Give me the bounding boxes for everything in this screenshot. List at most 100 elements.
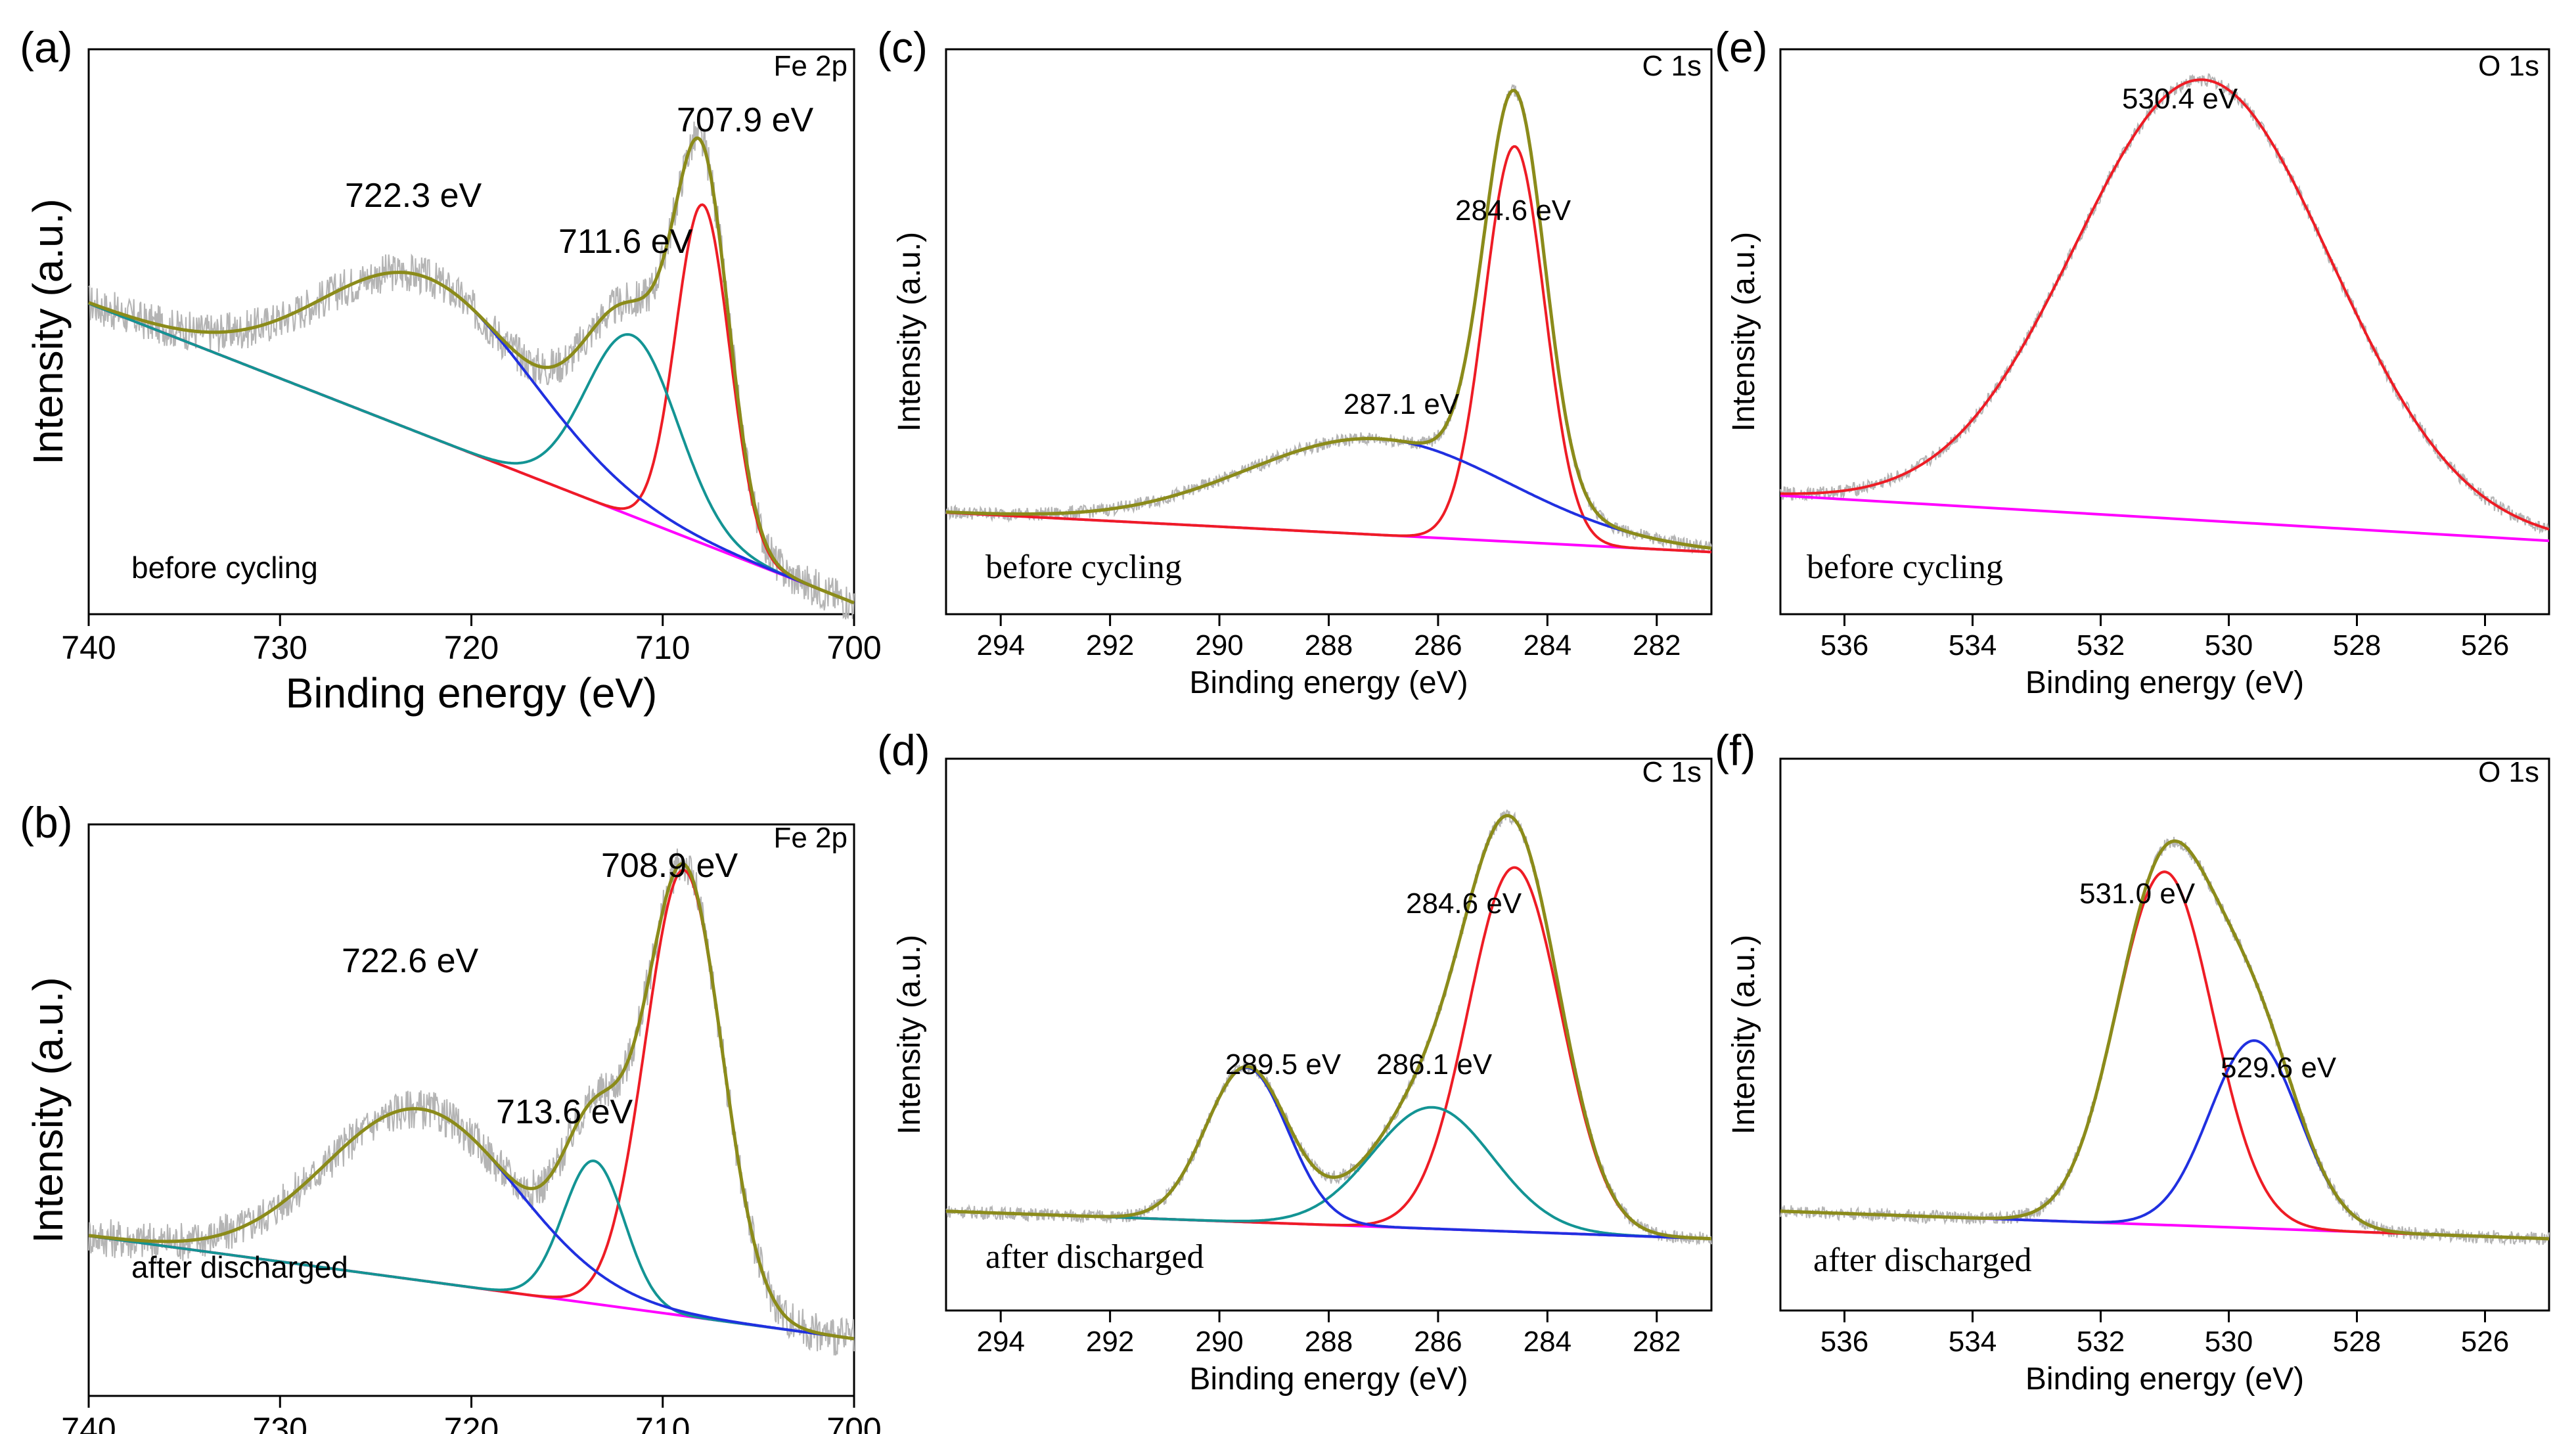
peak-annotation: 711.6 eV <box>558 223 693 261</box>
panel-label: (f) <box>1715 726 1755 774</box>
fit-envelope <box>88 136 855 605</box>
peak-annotation: 529.6 eV <box>2221 1052 2337 1084</box>
x-tick-label: 292 <box>1086 629 1134 661</box>
x-tick-label: 740 <box>61 629 116 666</box>
y-axis-label: Intensity (a.u.) <box>1727 935 1761 1134</box>
peak-annotation: 284.6 eV <box>1406 887 1522 920</box>
raw-spectrum <box>945 809 1712 1245</box>
x-tick-label: 720 <box>444 629 499 666</box>
x-tick-label: 700 <box>826 1411 881 1434</box>
x-axis-label: Binding energy (eV) <box>1189 665 1468 700</box>
x-tick-label: 536 <box>1820 1326 1868 1358</box>
x-tick-label: 294 <box>977 629 1025 661</box>
x-tick-label: 532 <box>2077 1326 2125 1358</box>
panel-label: (a) <box>20 23 73 72</box>
x-tick-label: 290 <box>1195 1326 1243 1358</box>
peak-529-6 <box>1780 1039 2550 1240</box>
plot-frame <box>1779 48 2550 616</box>
x-tick-label: 730 <box>253 629 307 666</box>
x-tick-label: 282 <box>1633 629 1681 661</box>
panel-label: (b) <box>20 798 73 847</box>
x-axis-label: Binding energy (eV) <box>286 669 658 717</box>
peak-annotation: 289.5 eV <box>1225 1048 1342 1081</box>
y-axis-label: Intensity (a.u.) <box>24 198 72 465</box>
element-label: C 1s <box>1642 50 1702 82</box>
x-tick-label: 528 <box>2333 629 2381 661</box>
peak-annotation: 722.3 eV <box>345 177 482 215</box>
fit-envelope <box>1780 839 2550 1241</box>
fit-envelope <box>88 862 855 1341</box>
peak-annotation: 286.1 eV <box>1376 1048 1493 1081</box>
x-tick-label: 288 <box>1305 629 1353 661</box>
raw-spectrum <box>945 83 1712 554</box>
condition-label: before cycling <box>985 549 1182 586</box>
element-label: C 1s <box>1642 756 1702 788</box>
peak-530-4 <box>1780 78 2550 531</box>
x-tick-label: 290 <box>1195 629 1243 661</box>
element-label: O 1s <box>2478 50 2539 82</box>
x-tick-label: 286 <box>1414 1326 1462 1358</box>
x-tick-label: 528 <box>2333 1326 2381 1358</box>
element-label: Fe 2p <box>773 50 847 82</box>
peak-711-6 <box>88 302 855 604</box>
x-axis-label: Binding energy (eV) <box>2025 1362 2304 1397</box>
y-axis-label: Intensity (a.u.) <box>892 935 927 1134</box>
x-tick-label: 526 <box>2461 629 2509 661</box>
x-tick-label: 740 <box>61 1411 116 1434</box>
peak-annotation: 708.9 eV <box>601 847 738 885</box>
x-tick-label: 288 <box>1305 1326 1353 1358</box>
x-axis-label: Binding energy (eV) <box>1189 1362 1468 1397</box>
condition-label: after discharged <box>985 1238 1204 1276</box>
panel-label: (e) <box>1715 23 1768 72</box>
peak-annotation: 707.9 eV <box>677 101 813 139</box>
x-tick-label: 534 <box>1949 629 1997 661</box>
x-tick-label: 530 <box>2205 629 2253 661</box>
y-axis-label: Intensity (a.u.) <box>24 977 72 1244</box>
plot-frame <box>87 823 855 1397</box>
plot-frame <box>945 757 1713 1312</box>
background-line <box>1780 494 2550 543</box>
fit-envelope <box>945 814 1712 1241</box>
peak-annotation: 530.4 eV <box>2122 83 2238 115</box>
condition-label: before cycling <box>1807 549 2003 586</box>
peak-annotation: 287.1 eV <box>1344 388 1460 420</box>
plot-frame <box>945 48 1713 616</box>
x-tick-label: 282 <box>1633 1326 1681 1358</box>
condition-label: after discharged <box>131 1250 348 1284</box>
x-tick-label: 284 <box>1524 1326 1571 1358</box>
panel-f: 536 534 532 530 528 526 Binding energy (eV) Int… <box>1715 726 2550 1397</box>
raw-spectrum <box>1780 73 2550 535</box>
x-tick-label: 720 <box>444 1411 499 1434</box>
panel-label: (d) <box>877 726 930 774</box>
panel-d: 294 292 290 288 286 284 282 Binding energy (eV)… <box>877 726 1713 1397</box>
element-label: O 1s <box>2478 756 2539 788</box>
x-tick-label: 730 <box>253 1411 307 1434</box>
x-tick-label: 700 <box>826 629 881 666</box>
panel-label: (c) <box>877 23 928 72</box>
peak-annotation: 284.6 eV <box>1455 194 1571 227</box>
x-axis-label: Binding energy (eV) <box>2025 665 2304 700</box>
y-axis-label: Intensity (a.u.) <box>892 232 927 432</box>
peak-annotation: 713.6 eV <box>496 1093 633 1131</box>
panel-c: 294 292 290 288 286 284 282 Binding energy (eV)… <box>877 23 1713 700</box>
x-tick-label: 294 <box>977 1326 1025 1358</box>
peak-annotation: 531.0 eV <box>2079 878 2196 910</box>
panel-e: 536 534 532 530 528 526 Binding energy (eV) Int… <box>1715 23 2550 700</box>
x-tick-label: 284 <box>1524 629 1571 661</box>
x-tick-label: 532 <box>2077 629 2125 661</box>
element-label: Fe 2p <box>773 822 847 854</box>
x-tick-label: 526 <box>2461 1326 2509 1358</box>
x-tick-label: 710 <box>635 629 690 666</box>
fit-envelope <box>946 89 1712 550</box>
x-tick-label: 286 <box>1414 629 1462 661</box>
panel-a: 740 730 720 710 700 Binding energy (eV) Intens… <box>20 23 882 717</box>
peak-annotation: 722.6 eV <box>342 942 478 980</box>
y-axis-label: Intensity (a.u.) <box>1727 232 1761 432</box>
x-tick-label: 530 <box>2205 1326 2253 1358</box>
x-tick-label: 534 <box>1949 1326 1997 1358</box>
plot-frame <box>1779 757 2550 1312</box>
condition-label: after discharged <box>1813 1242 2032 1279</box>
condition-label: before cycling <box>131 550 318 585</box>
